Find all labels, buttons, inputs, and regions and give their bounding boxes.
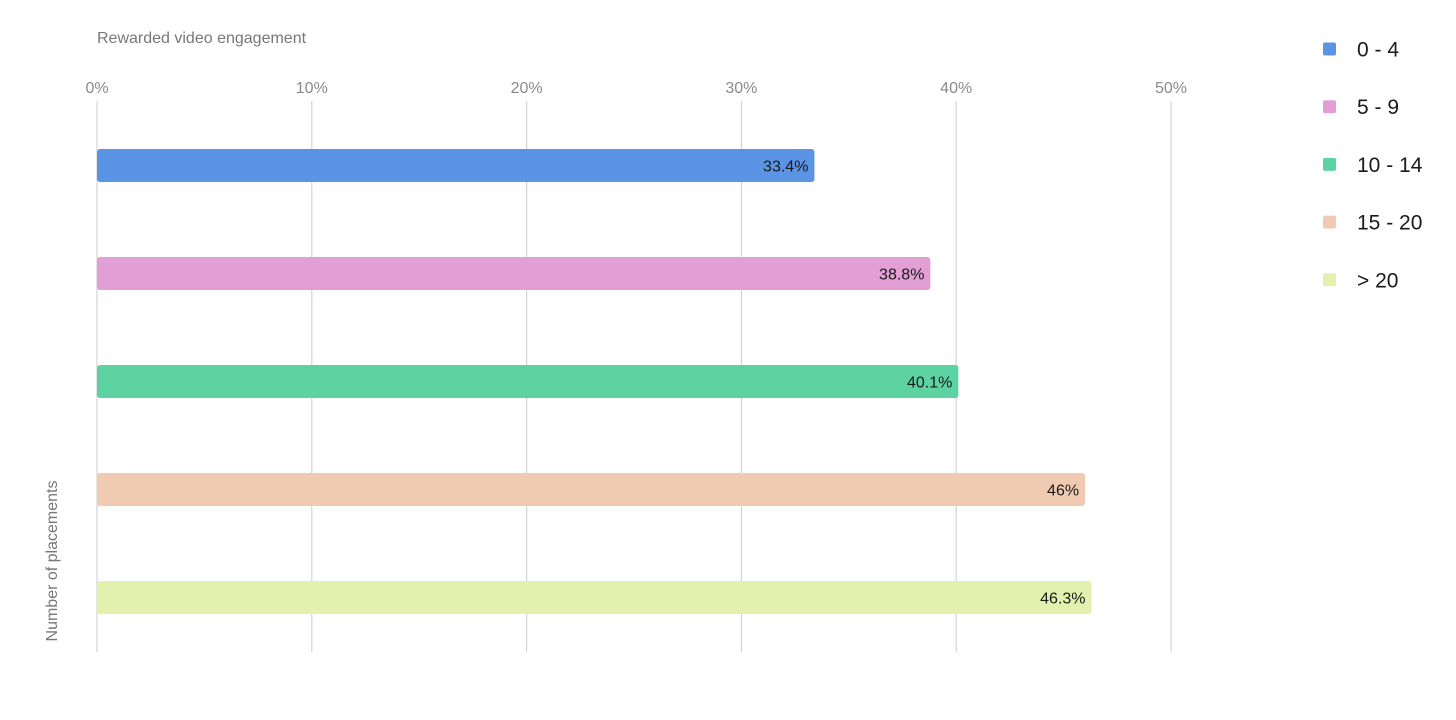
legend-item: 15 - 20 (1323, 212, 1422, 235)
bar (97, 257, 931, 290)
bar-value-label: 33.4% (763, 159, 808, 176)
bar-value-label: 38.8% (879, 267, 924, 284)
bars: 33.4% 38.8% 40.1% 46% 46.3% (97, 149, 1092, 614)
x-tick-label: 40% (940, 80, 972, 97)
x-tick-label: 30% (725, 80, 757, 97)
legend-item: 0 - 4 (1323, 39, 1399, 62)
legend-item: > 20 (1323, 269, 1398, 292)
bar-value-label: 40.1% (907, 375, 952, 392)
legend-item: 10 - 14 (1323, 154, 1423, 177)
bar-group: 33.4% (97, 149, 815, 182)
bar-group: 38.8% (97, 257, 931, 290)
legend-swatch (1323, 215, 1336, 229)
legend-label: 0 - 4 (1357, 39, 1399, 62)
x-tick-label: 50% (1155, 80, 1187, 97)
legend-label: > 20 (1357, 269, 1398, 292)
x-axis-title: Rewarded video engagement (97, 30, 307, 47)
legend-swatch (1323, 42, 1336, 56)
bar (97, 581, 1092, 614)
bar-value-label: 46.3% (1040, 591, 1085, 608)
x-axis-ticks: 0% 10% 20% 30% 40% 50% (85, 80, 1187, 97)
bar (97, 365, 959, 398)
bar-group: 46.3% (97, 581, 1092, 614)
legend: 0 - 4 5 - 9 10 - 14 15 - 20 > 20 (1323, 39, 1423, 292)
legend-label: 15 - 20 (1357, 212, 1422, 235)
legend-label: 10 - 14 (1357, 154, 1423, 177)
legend-item: 5 - 9 (1323, 96, 1399, 119)
legend-swatch (1323, 157, 1336, 171)
legend-label: 5 - 9 (1357, 96, 1399, 119)
bar-group: 46% (97, 473, 1086, 506)
y-axis-title: Number of placements (44, 481, 61, 642)
bar (97, 149, 815, 182)
legend-swatch (1323, 100, 1336, 114)
x-tick-label: 20% (511, 80, 543, 97)
bar-group: 40.1% (97, 365, 959, 398)
bar (97, 473, 1086, 506)
x-tick-label: 10% (296, 80, 328, 97)
bar-value-label: 46% (1047, 483, 1079, 500)
x-tick-label: 0% (85, 80, 108, 97)
legend-swatch (1323, 273, 1336, 287)
